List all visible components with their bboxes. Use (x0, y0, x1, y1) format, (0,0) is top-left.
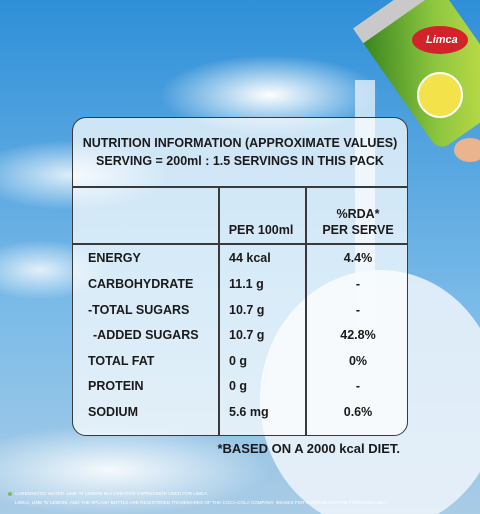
rda-value: 4.4% (343, 251, 373, 265)
row-label: PROTEIN (88, 379, 144, 393)
nutrition-table (72, 117, 408, 436)
per-100ml-value: 5.6 mg (229, 405, 269, 419)
footnote: *BASED ON A 2000 kcal DIET. (217, 441, 400, 456)
title-line: SERVING = 200ml : 1.5 SERVINGS IN THIS P… (96, 154, 384, 168)
rda-value: - (355, 303, 361, 317)
per-100ml-value: 10.7 g (229, 328, 265, 342)
rda-value: 0% (348, 354, 368, 368)
divider (218, 186, 220, 435)
per-100ml-value: 44 kcal (229, 251, 271, 265)
row-label: CARBOHYDRATE (88, 277, 194, 291)
column-header: %RDA* (336, 207, 380, 221)
brand: Limca (426, 34, 458, 46)
row-label: TOTAL FAT (88, 354, 155, 368)
per-100ml-value: 10.7 g (229, 303, 265, 317)
row-label: ENERGY (88, 251, 141, 265)
per-100ml-value: 0 g (229, 379, 248, 393)
divider (73, 186, 407, 188)
rda-value: 0.6% (343, 405, 373, 419)
divider (305, 186, 307, 435)
rda-value: - (355, 277, 361, 291)
row-label: -TOTAL SUGARS (88, 303, 190, 317)
rda-value: 42.8% (340, 328, 376, 342)
column-header: PER 100ml (228, 223, 294, 237)
disclaimer: CARBONATED WATER. LIME 'N' LEMONI IS A C… (15, 491, 209, 496)
per-100ml-value: 0 g (229, 354, 248, 368)
row-label: -ADDED SUGARS (93, 328, 199, 342)
column-header: PER SERVE (322, 223, 394, 237)
divider (73, 243, 407, 245)
rda-value: - (355, 379, 361, 393)
disclaimer: LIMCA, LIME 'N' LEMONI, AND THE SPLASH B… (15, 500, 389, 505)
title-line: NUTRITION INFORMATION (APPROXIMATE VALUE… (82, 136, 398, 150)
per-100ml-value: 11.1 g (229, 277, 264, 291)
row-label: SODIUM (88, 405, 138, 419)
